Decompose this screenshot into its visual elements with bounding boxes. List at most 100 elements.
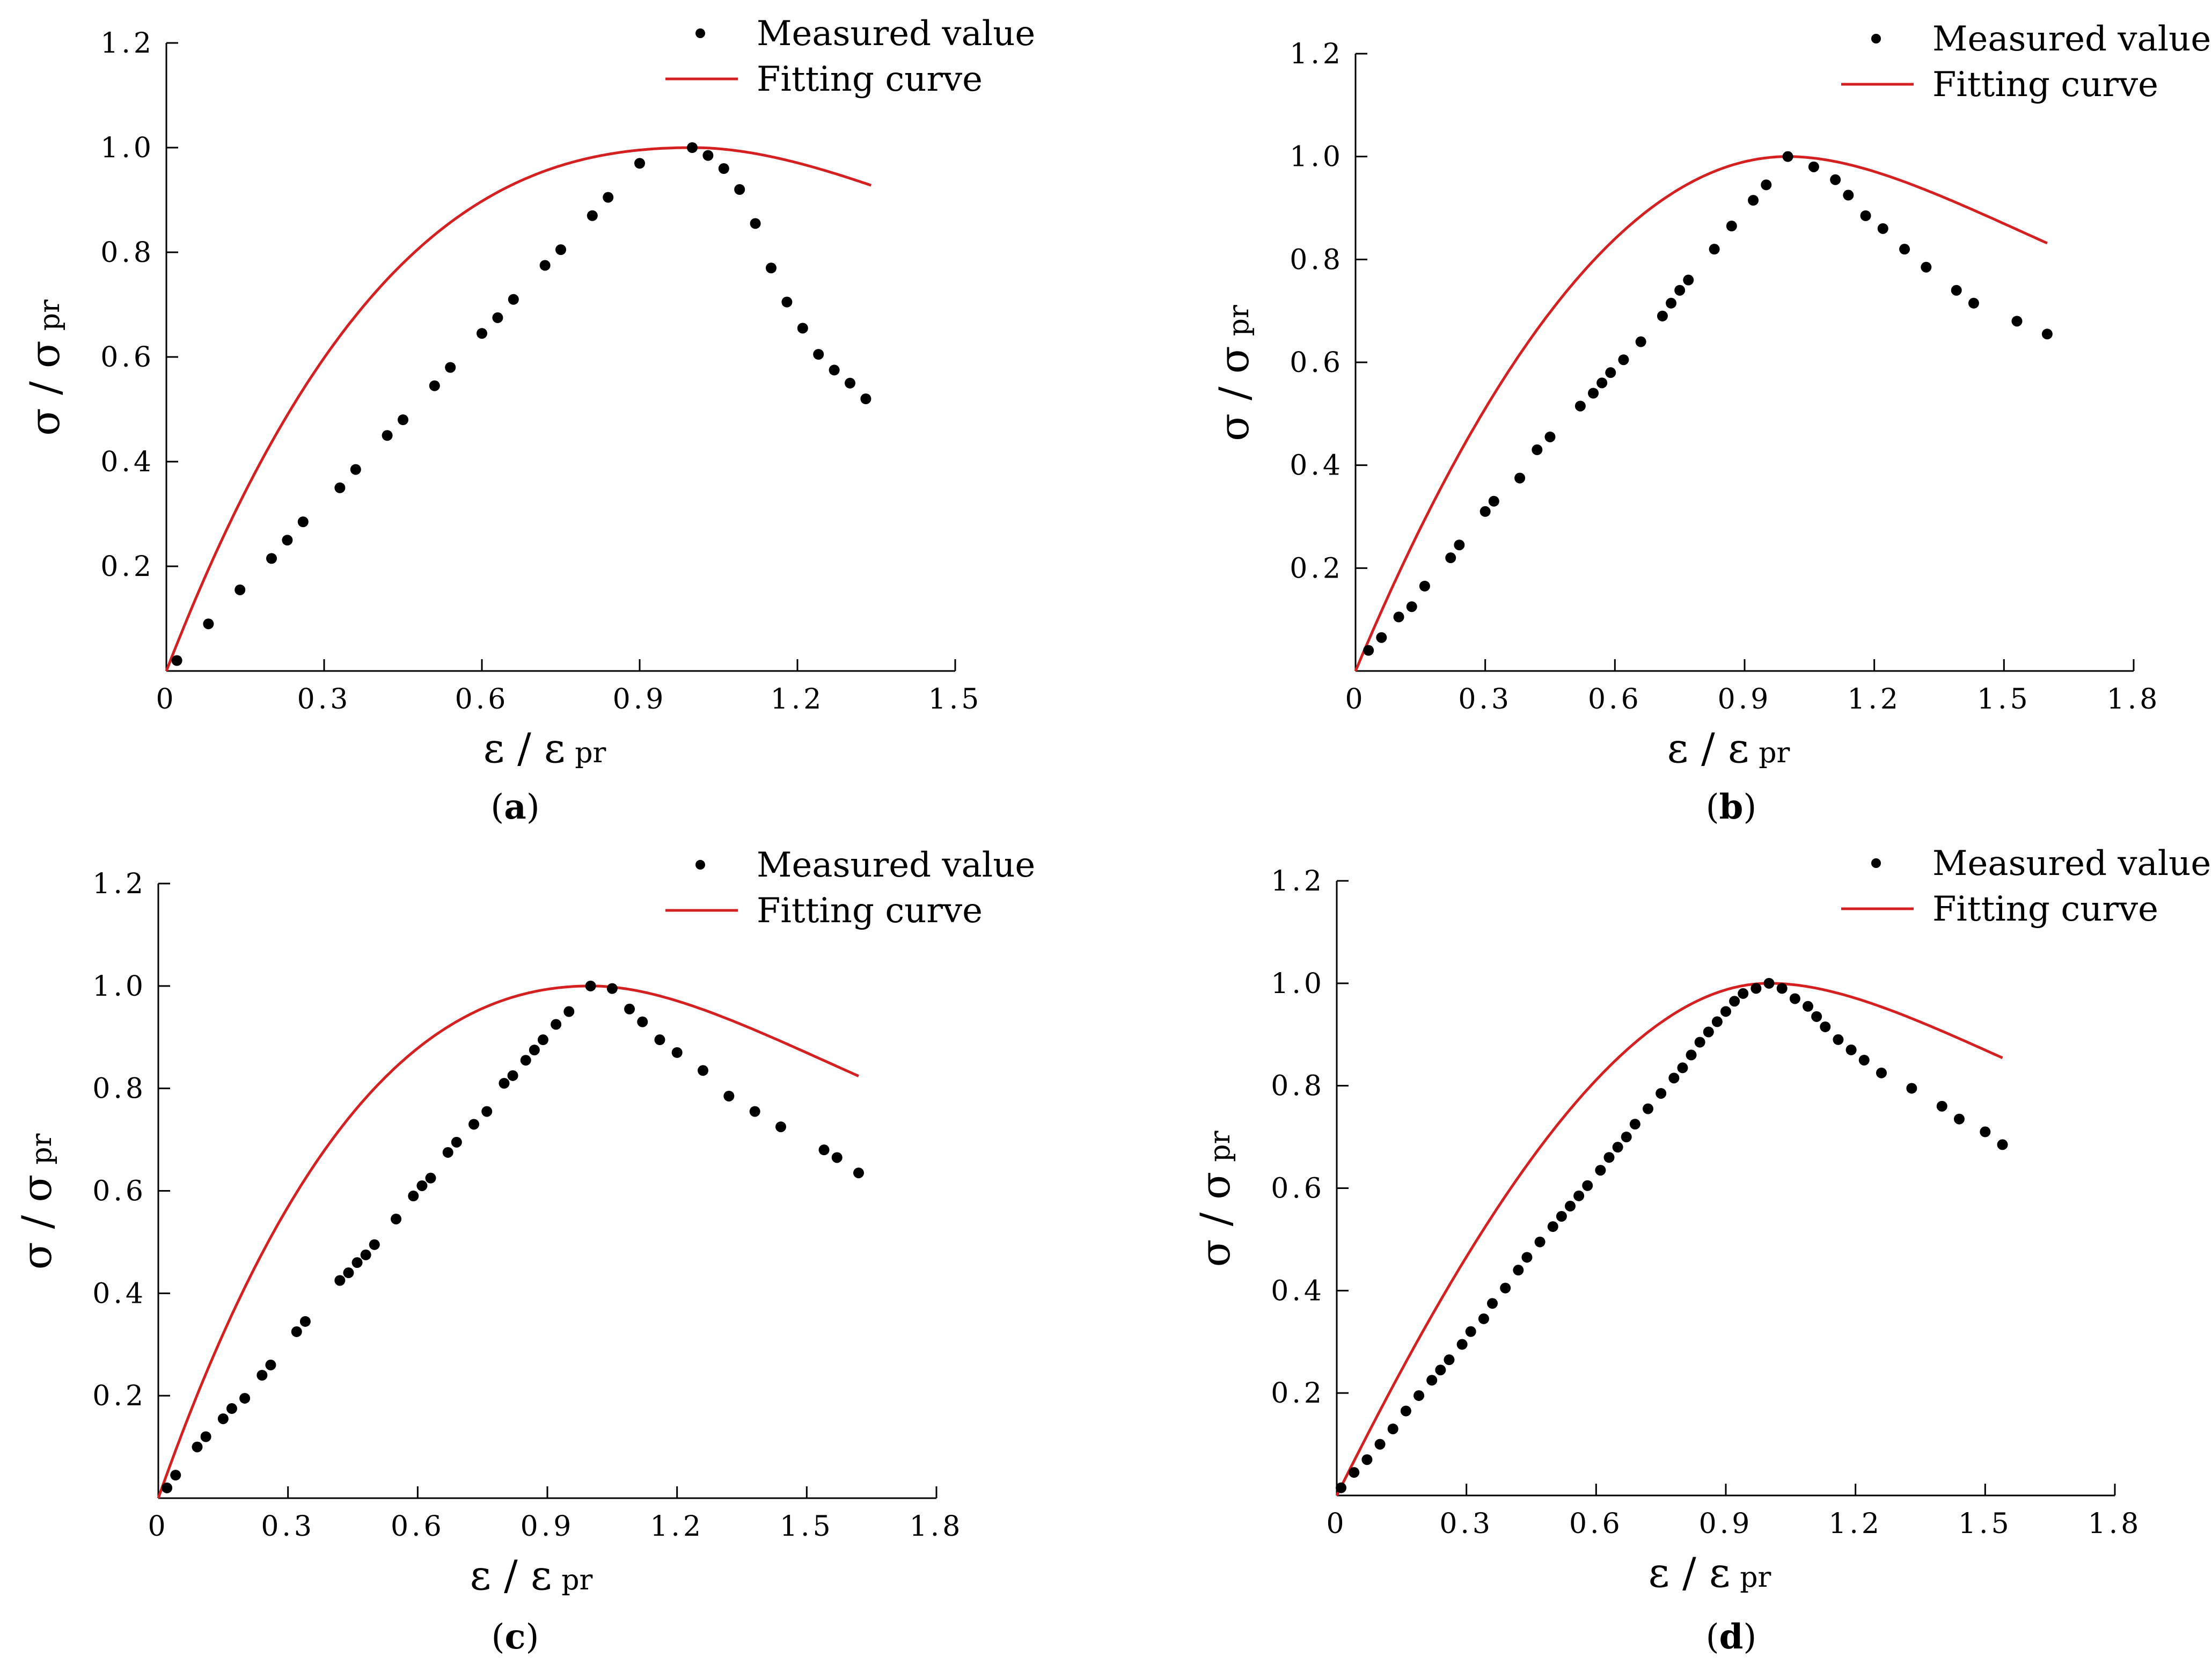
measured-point bbox=[734, 184, 745, 195]
panel-label-open: ( bbox=[490, 787, 504, 827]
measured-point bbox=[654, 1034, 665, 1046]
legend-measured-label: Measured value bbox=[757, 14, 1035, 54]
measured-point bbox=[1336, 1482, 1347, 1493]
x-tick-label: 1.2 bbox=[650, 1511, 704, 1543]
measured-point bbox=[529, 1045, 540, 1056]
measured-point bbox=[1738, 988, 1749, 999]
measured-point bbox=[797, 323, 808, 334]
measured-point bbox=[1845, 1044, 1857, 1055]
measured-point bbox=[1899, 244, 1910, 255]
x-axis-title: ε / ε pr bbox=[484, 724, 606, 772]
fitting-curve-line bbox=[165, 146, 871, 672]
measured-point bbox=[587, 210, 598, 221]
x-tick-label: 0 bbox=[1326, 1508, 1347, 1540]
measured-point bbox=[1629, 1119, 1640, 1130]
measured-point bbox=[1782, 151, 1793, 162]
x-tick-label: 1.2 bbox=[771, 683, 825, 716]
measured-point bbox=[481, 1106, 493, 1117]
measured-point bbox=[813, 349, 824, 360]
measured-point bbox=[1811, 1011, 1822, 1022]
measured-point bbox=[1954, 1113, 1965, 1125]
measured-point bbox=[391, 1213, 402, 1224]
y-tick-label: 1.2 bbox=[92, 868, 147, 900]
measured-point bbox=[1574, 400, 1586, 412]
x-tick-label: 0.3 bbox=[261, 1511, 315, 1543]
measured-point bbox=[1776, 983, 1788, 994]
measured-point bbox=[1605, 367, 1616, 378]
measured-point bbox=[718, 163, 729, 174]
chart-c-svg: 0 0.3 0.6 0.9 1.2 1.5 1.8 0.2 0.4 0.6 0.8 1.0 1.2 ε /… bbox=[13, 845, 1035, 1657]
measured-point bbox=[1820, 1021, 1831, 1032]
measured-point bbox=[1573, 1190, 1585, 1201]
x-tick-label: 0 bbox=[156, 683, 177, 716]
x-tick-label: 0.9 bbox=[1718, 683, 1772, 716]
measured-point bbox=[282, 535, 293, 546]
measured-point bbox=[1761, 179, 1772, 191]
measured-point bbox=[585, 980, 596, 991]
x-tick-label: 1.2 bbox=[1847, 683, 1901, 716]
x-tick-label: 1.8 bbox=[910, 1511, 964, 1543]
measured-point bbox=[1830, 174, 1841, 185]
measured-point bbox=[1444, 1354, 1455, 1366]
legend-fitting-label: Fitting curve bbox=[1932, 65, 2158, 105]
measured-point bbox=[1668, 1072, 1680, 1084]
measured-point bbox=[1595, 1165, 1606, 1176]
measured-point bbox=[1374, 1439, 1386, 1450]
y-axis-title-sub: pr bbox=[1223, 305, 1255, 336]
measured-point bbox=[1521, 1252, 1533, 1263]
chart-b-svg: 0 0.3 0.6 0.9 1.2 1.5 1.8 0.2 0.4 0.6 0.8 1.0 1.2 ε /… bbox=[1210, 19, 2211, 827]
legend-measured-marker bbox=[695, 28, 705, 38]
measured-point bbox=[1968, 297, 1979, 309]
measured-point bbox=[1479, 506, 1491, 517]
y-tick-label: 0.8 bbox=[100, 237, 155, 269]
x-tick-label: 0.3 bbox=[1458, 683, 1512, 716]
measured-point bbox=[1686, 1049, 1697, 1061]
x-tick-label: 0 bbox=[1345, 683, 1366, 716]
y-tick-label: 0.8 bbox=[1290, 244, 1344, 276]
measured-point bbox=[1544, 431, 1556, 442]
measured-point bbox=[477, 328, 487, 339]
measured-point bbox=[1413, 1390, 1425, 1401]
x-axis-title: ε / ε pr bbox=[1649, 1549, 1771, 1596]
x-tick-label: 1.5 bbox=[928, 683, 983, 716]
measured-point bbox=[1643, 1103, 1653, 1114]
measured-point bbox=[226, 1403, 237, 1414]
legend-measured-marker bbox=[1871, 858, 1881, 868]
measured-point bbox=[266, 553, 277, 564]
measured-point bbox=[1843, 189, 1854, 201]
y-axis-title: σ / σpr bbox=[1191, 1130, 1239, 1267]
measured-point bbox=[1711, 1016, 1723, 1027]
measured-point bbox=[299, 1316, 311, 1327]
measured-point bbox=[507, 1070, 518, 1081]
x-axis-title-sub: pr bbox=[1740, 1561, 1771, 1594]
y-tick-label: 0.4 bbox=[100, 446, 155, 478]
measured-point bbox=[2041, 329, 2053, 340]
y-axis-title: σ / σpr bbox=[13, 1133, 61, 1269]
y-tick-label: 1.2 bbox=[1271, 865, 1325, 897]
y-tick-label: 1.0 bbox=[1271, 968, 1325, 1000]
panel-label-open: ( bbox=[1706, 1617, 1719, 1657]
measured-point bbox=[343, 1267, 354, 1279]
x-tick-label: 0.9 bbox=[1699, 1508, 1753, 1540]
measured-point bbox=[1860, 210, 1871, 221]
x-tick-label: 0.3 bbox=[1439, 1508, 1493, 1540]
y-tick-label: 1.0 bbox=[100, 132, 155, 164]
measured-point bbox=[1500, 1282, 1511, 1294]
measured-point bbox=[1400, 1405, 1411, 1417]
legend-measured-label: Measured value bbox=[757, 845, 1035, 885]
panel-label-close: ) bbox=[526, 787, 540, 827]
measured-point bbox=[382, 430, 393, 441]
x-tick-label: 1.8 bbox=[2107, 683, 2161, 716]
x-tick-label: 0.6 bbox=[1588, 683, 1642, 716]
measured-point bbox=[520, 1055, 531, 1066]
y-tick-label: 0.2 bbox=[92, 1380, 147, 1412]
measured-point bbox=[171, 655, 182, 666]
measured-point bbox=[499, 1078, 510, 1089]
legend-measured-label: Measured value bbox=[1932, 844, 2211, 884]
measured-point bbox=[1513, 1265, 1524, 1276]
measured-point bbox=[1588, 388, 1599, 399]
measured-point bbox=[845, 377, 855, 389]
measured-point bbox=[334, 1275, 346, 1286]
y-tick-label: 0.6 bbox=[1290, 347, 1344, 379]
measured-point bbox=[1720, 1006, 1731, 1017]
